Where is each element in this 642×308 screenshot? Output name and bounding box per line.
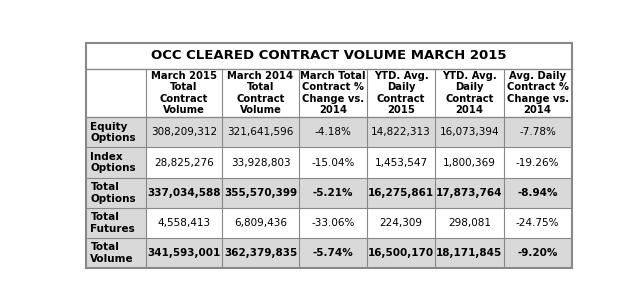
Text: 16,073,394: 16,073,394 bbox=[440, 127, 499, 137]
Text: 1,800,369: 1,800,369 bbox=[443, 157, 496, 168]
Text: 4,558,413: 4,558,413 bbox=[157, 218, 211, 228]
Text: Total
Futures: Total Futures bbox=[91, 212, 135, 234]
Bar bbox=[146, 208, 572, 238]
Bar bbox=[86, 208, 146, 238]
Text: 6,809,436: 6,809,436 bbox=[234, 218, 287, 228]
Text: OCC CLEARED CONTRACT VOLUME MARCH 2015: OCC CLEARED CONTRACT VOLUME MARCH 2015 bbox=[152, 49, 507, 62]
Text: March 2014
Total
Contract
Volume: March 2014 Total Contract Volume bbox=[227, 71, 293, 116]
Text: -5.21%: -5.21% bbox=[313, 188, 353, 198]
Bar bbox=[86, 117, 146, 148]
Text: -8.94%: -8.94% bbox=[517, 188, 558, 198]
Text: -19.26%: -19.26% bbox=[516, 157, 559, 168]
Text: 14,822,313: 14,822,313 bbox=[371, 127, 431, 137]
Text: Total
Options: Total Options bbox=[91, 182, 136, 204]
Text: 18,171,845: 18,171,845 bbox=[437, 248, 503, 258]
Text: -33.06%: -33.06% bbox=[311, 218, 354, 228]
Text: -15.04%: -15.04% bbox=[311, 157, 354, 168]
Text: 298,081: 298,081 bbox=[448, 218, 491, 228]
Text: 321,641,596: 321,641,596 bbox=[227, 127, 293, 137]
Text: 337,034,588: 337,034,588 bbox=[147, 188, 221, 198]
Text: Equity
Options: Equity Options bbox=[91, 122, 136, 143]
Text: 16,500,170: 16,500,170 bbox=[368, 248, 434, 258]
Text: -24.75%: -24.75% bbox=[516, 218, 559, 228]
Text: 28,825,276: 28,825,276 bbox=[154, 157, 214, 168]
Text: March Total
Contract %
Change vs.
2014: March Total Contract % Change vs. 2014 bbox=[300, 71, 366, 116]
Bar bbox=[146, 238, 572, 268]
Text: 17,873,764: 17,873,764 bbox=[436, 188, 503, 198]
Bar bbox=[86, 69, 572, 117]
Text: 355,570,399: 355,570,399 bbox=[224, 188, 297, 198]
Text: 362,379,835: 362,379,835 bbox=[224, 248, 297, 258]
Text: 308,209,312: 308,209,312 bbox=[151, 127, 217, 137]
Text: March 2015
Total
Contract
Volume: March 2015 Total Contract Volume bbox=[151, 71, 217, 116]
Bar bbox=[86, 148, 146, 178]
Text: 16,275,861: 16,275,861 bbox=[368, 188, 434, 198]
Text: Index
Options: Index Options bbox=[91, 152, 136, 173]
Text: YTD. Avg.
Daily
Contract
2015: YTD. Avg. Daily Contract 2015 bbox=[374, 71, 429, 116]
Text: 224,309: 224,309 bbox=[379, 218, 422, 228]
Bar bbox=[86, 178, 146, 208]
Text: Total
Volume: Total Volume bbox=[91, 242, 134, 264]
Text: 341,593,001: 341,593,001 bbox=[147, 248, 221, 258]
Text: YTD. Avg.
Daily
Contract
2014: YTD. Avg. Daily Contract 2014 bbox=[442, 71, 497, 116]
Text: Avg. Daily
Contract %
Change vs.
2014: Avg. Daily Contract % Change vs. 2014 bbox=[507, 71, 569, 116]
Text: 1,453,547: 1,453,547 bbox=[374, 157, 428, 168]
Text: -9.20%: -9.20% bbox=[517, 248, 558, 258]
Text: -4.18%: -4.18% bbox=[315, 127, 351, 137]
Text: -5.74%: -5.74% bbox=[313, 248, 353, 258]
Bar bbox=[86, 238, 146, 268]
Text: -7.78%: -7.78% bbox=[519, 127, 556, 137]
Bar bbox=[146, 178, 572, 208]
Bar bbox=[146, 148, 572, 178]
Bar bbox=[86, 43, 572, 69]
Bar bbox=[146, 117, 572, 148]
Text: 33,928,803: 33,928,803 bbox=[230, 157, 290, 168]
